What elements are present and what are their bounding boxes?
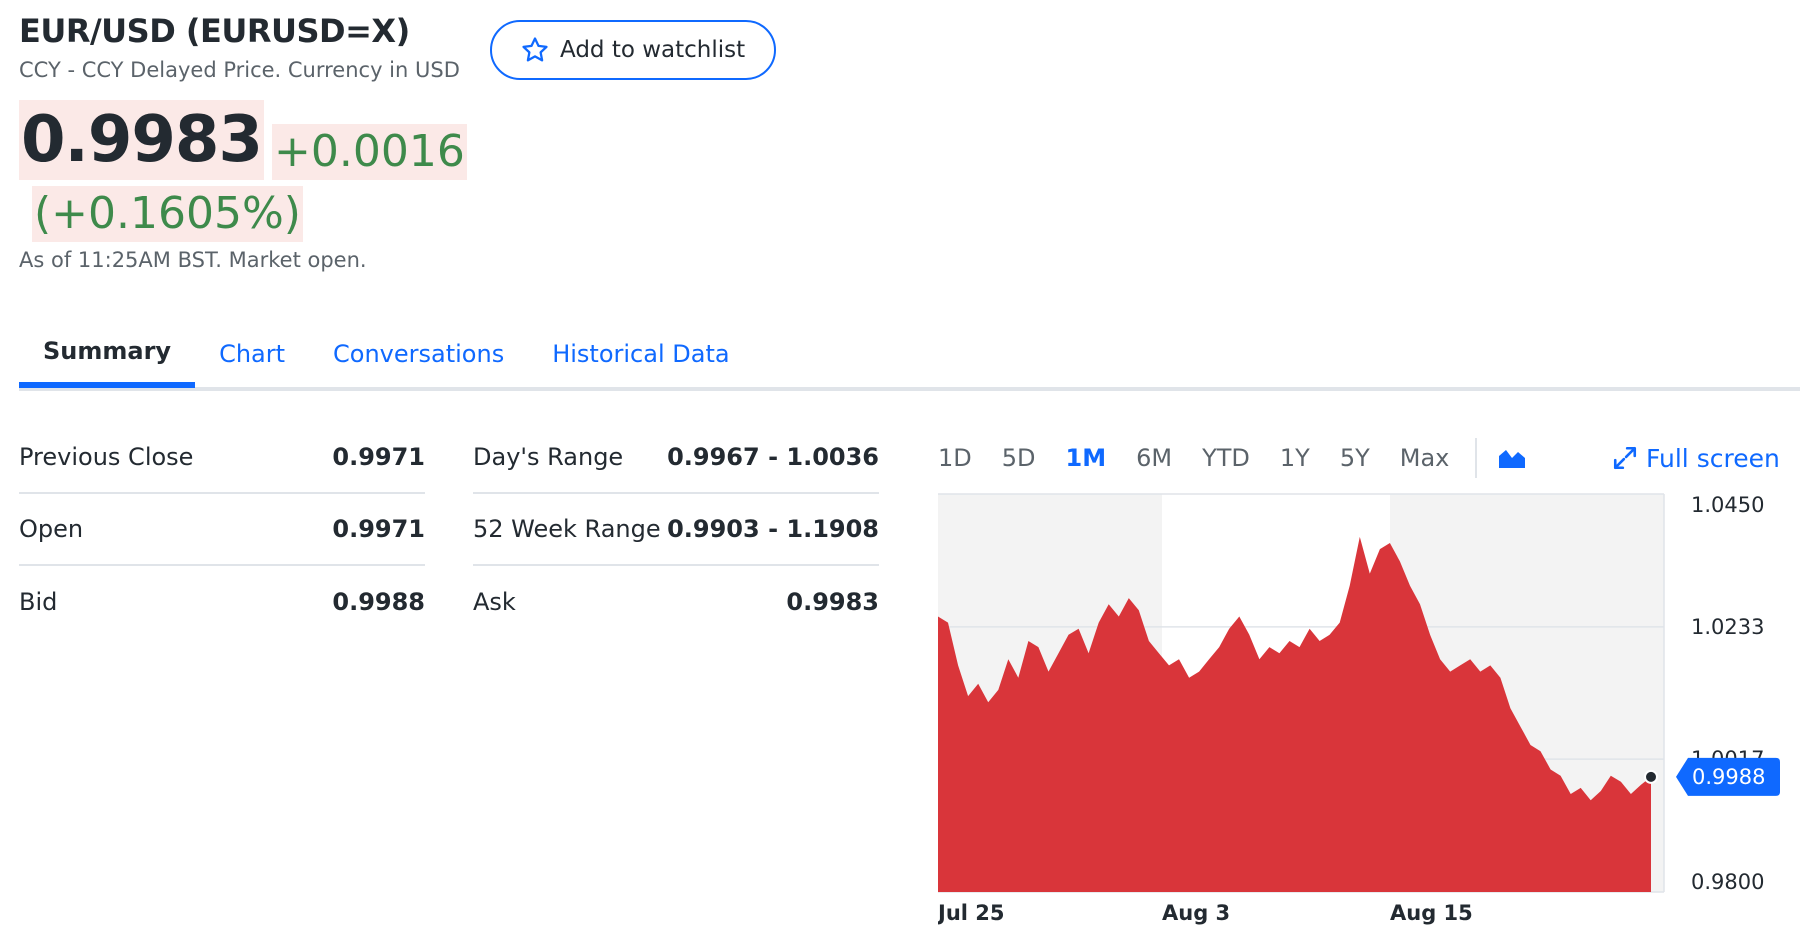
add-to-watchlist-button[interactable]: Add to watchlist (490, 20, 776, 80)
market-status: As of 11:25AM BST. Market open. (19, 248, 367, 272)
range-separator (1475, 438, 1478, 478)
stat-label: Ask (473, 588, 516, 616)
stat-row-open: Open 0.9971 (19, 494, 425, 566)
range-ytd[interactable]: YTD (1202, 444, 1250, 472)
stat-label: Previous Close (19, 443, 194, 471)
stat-row-ask: Ask 0.9983 (473, 566, 879, 638)
range-6m[interactable]: 6M (1136, 444, 1173, 472)
star-icon (522, 37, 548, 62)
price-change: +0.0016 (272, 124, 467, 180)
stat-label: 52 Week Range (473, 515, 661, 543)
stat-row-52-week-range: 52 Week Range 0.9903 - 1.1908 (473, 494, 879, 566)
price-area (938, 536, 1651, 892)
tab-summary[interactable]: Summary (19, 320, 196, 388)
current-price-label: 0.9988 (1692, 765, 1765, 789)
tab-chart[interactable]: Chart (219, 340, 286, 368)
stat-row-days-range: Day's Range 0.9967 - 1.0036 (473, 422, 879, 494)
tab-bar: Summary Chart Conversations Historical D… (19, 320, 754, 392)
quote-subtitle: CCY - CCY Delayed Price. Currency in USD (19, 58, 460, 82)
tab-conversations[interactable]: Conversations (333, 340, 505, 368)
y-tick-label: 1.0233 (1691, 615, 1764, 639)
y-tick-label: 0.9800 (1691, 870, 1764, 894)
mountain-chart-icon[interactable] (1497, 446, 1527, 470)
stat-value: 0.9967 - 1.0036 (667, 443, 879, 471)
tab-divider (19, 387, 1800, 391)
page-title: EUR/USD (EURUSD=X) (19, 12, 410, 50)
watchlist-label: Add to watchlist (560, 37, 746, 63)
price-change-percent: (+0.1605%) (32, 186, 303, 242)
range-1m[interactable]: 1M (1065, 444, 1107, 472)
stat-value: 0.9988 (332, 588, 425, 616)
expand-icon (1613, 446, 1637, 470)
stat-row-previous-close: Previous Close 0.9971 (19, 422, 425, 494)
stat-value: 0.9983 (786, 588, 879, 616)
stat-value: 0.9971 (332, 443, 425, 471)
current-price-tag (1676, 757, 1780, 796)
x-tick-label: Aug 15 (1390, 901, 1473, 925)
range-1y[interactable]: 1Y (1279, 444, 1310, 472)
current-price-dot (1644, 769, 1658, 784)
stat-label: Bid (19, 588, 58, 616)
range-5y[interactable]: 5Y (1339, 444, 1370, 472)
y-tick-label: 1.0450 (1691, 493, 1764, 517)
stat-label: Open (19, 515, 84, 543)
range-max[interactable]: Max (1399, 444, 1450, 472)
stat-row-bid: Bid 0.9988 (19, 566, 425, 638)
range-selector: 1D 5D 1M 6M YTD 1Y 5Y Max (938, 436, 1527, 480)
current-price: 0.9983 (19, 100, 264, 180)
fullscreen-button[interactable]: Full screen (1612, 436, 1780, 480)
stat-label: Day's Range (473, 443, 624, 471)
range-5d[interactable]: 5D (1001, 444, 1036, 472)
stat-value: 0.9903 - 1.1908 (667, 515, 879, 543)
x-tick-label: Jul 25 (938, 901, 1005, 925)
range-1d[interactable]: 1D (938, 444, 972, 472)
x-tick-label: Aug 3 (1162, 901, 1230, 925)
fullscreen-label: Full screen (1646, 443, 1780, 473)
tab-historical-data[interactable]: Historical Data (552, 340, 730, 368)
stat-value: 0.9971 (332, 515, 425, 543)
